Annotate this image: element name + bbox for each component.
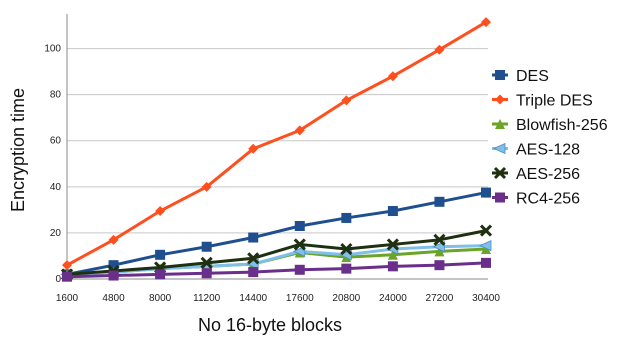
y-tick-label: 100 (44, 44, 61, 55)
data-point (387, 71, 398, 82)
data-point (248, 232, 259, 243)
x-tick-label: 24000 (379, 293, 407, 304)
data-point (479, 224, 493, 237)
data-point (434, 246, 445, 257)
data-point (387, 206, 398, 217)
data-point (201, 241, 212, 252)
series-aes-128 (60, 239, 492, 281)
data-point (481, 244, 491, 255)
data-point (108, 260, 119, 271)
legend-marker (493, 142, 506, 155)
data-point (248, 267, 259, 278)
legend-item: Blowfish-256 (492, 117, 608, 134)
series-line (66, 229, 487, 276)
y-tick-label: 80 (50, 90, 62, 101)
legend-marker (495, 94, 505, 105)
data-point (155, 206, 166, 217)
legend-label: Triple DES (516, 93, 593, 110)
data-point (434, 196, 445, 207)
data-point (294, 264, 305, 275)
data-point (247, 252, 260, 265)
data-point (201, 268, 212, 279)
data-point (386, 238, 399, 251)
data-point (341, 212, 352, 223)
legend-item: AES-128 (492, 142, 580, 159)
y-axis-label: Encryption time (8, 88, 28, 212)
series-line (66, 261, 487, 279)
data-point (108, 270, 119, 281)
data-point (432, 241, 445, 253)
data-point (481, 187, 491, 198)
x-tick-label: 30400 (472, 293, 500, 304)
series-des (62, 187, 491, 280)
axes (66, 14, 488, 280)
legend: DES Triple DES Blowfish-256 AES-128 AES-256 R… (492, 68, 608, 208)
data-point (434, 260, 445, 271)
series-layer (60, 17, 493, 282)
legend-item: DES (492, 68, 549, 85)
legend-label: DES (516, 68, 549, 85)
data-point (340, 242, 353, 256)
x-axis-ticks: 1600 4800 8000 11200 14400 17600 20800 24000 272… (56, 293, 500, 304)
legend-label: RC4-256 (516, 191, 580, 208)
data-point (292, 245, 306, 257)
data-point (387, 261, 398, 272)
data-point (481, 17, 491, 28)
data-point (248, 143, 259, 154)
x-tick-label: 17600 (286, 293, 314, 304)
x-tick-label: 14400 (239, 293, 267, 304)
y-tick-label: 60 (50, 136, 62, 147)
data-point (62, 260, 72, 271)
x-tick-label: 8000 (149, 293, 172, 304)
data-point (294, 221, 305, 231)
data-point (201, 181, 212, 192)
y-tick-label: 0 (55, 274, 61, 285)
data-point (434, 44, 445, 55)
legend-label: AES-128 (516, 142, 580, 159)
data-point (433, 233, 446, 246)
data-point (62, 271, 72, 282)
x-tick-label: 20800 (332, 293, 360, 304)
legend-label: Blowfish-256 (516, 117, 608, 134)
x-tick-label: 27200 (426, 293, 454, 304)
legend-marker (493, 166, 507, 180)
data-point (481, 257, 491, 268)
legend-item: Triple DES (492, 93, 593, 110)
x-tick-label: 1600 (56, 293, 79, 304)
data-point (387, 249, 398, 260)
data-point (155, 249, 166, 260)
series-line (66, 20, 487, 267)
y-tick-label: 20 (50, 228, 62, 239)
series-triple-des (62, 17, 491, 271)
gridlines (67, 48, 488, 280)
data-point (294, 125, 305, 136)
data-point (108, 234, 119, 245)
series-rc4-256 (62, 257, 491, 282)
series-line (66, 191, 487, 276)
data-point (200, 256, 213, 269)
data-point (293, 238, 306, 251)
legend-label: AES-256 (516, 166, 580, 183)
data-point (341, 263, 352, 274)
x-axis-label: No 16-byte blocks (198, 315, 342, 335)
legend-marker (495, 70, 505, 80)
y-tick-label: 40 (50, 182, 62, 193)
data-point (479, 239, 492, 252)
legend-item: RC4-256 (492, 191, 580, 208)
data-point (155, 269, 166, 280)
legend-marker (495, 119, 505, 129)
legend-marker (495, 192, 505, 203)
data-point (341, 95, 352, 106)
legend-item: AES-256 (492, 166, 580, 183)
y-axis-ticks: 0 20 40 60 80 100 (44, 44, 61, 285)
x-tick-label: 4800 (102, 293, 125, 304)
x-tick-label: 11200 (193, 293, 221, 304)
